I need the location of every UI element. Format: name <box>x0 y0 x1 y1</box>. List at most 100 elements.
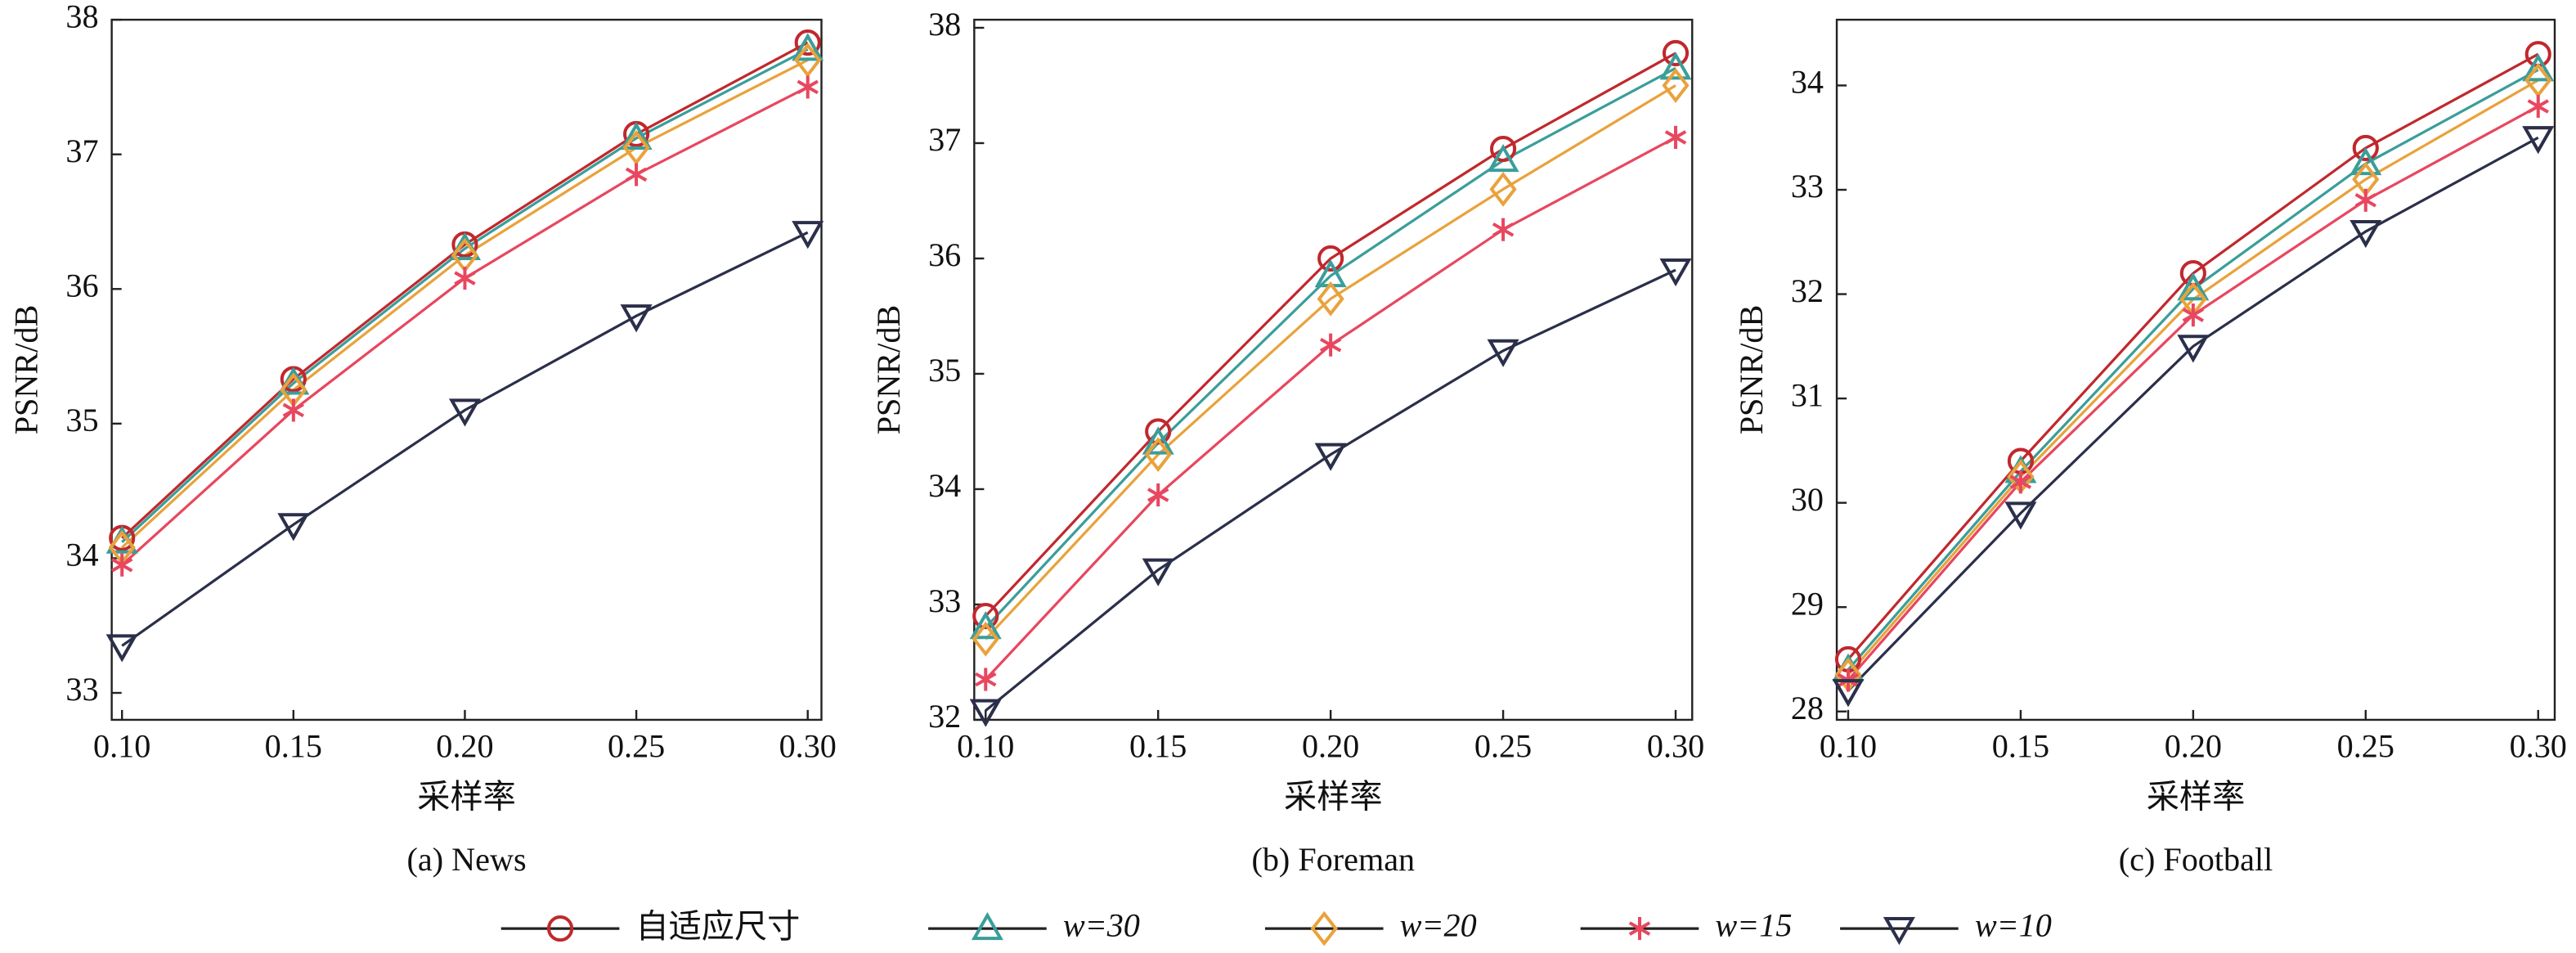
x-tick-label: 0.10 <box>93 727 150 764</box>
marker <box>620 121 653 151</box>
marker <box>1142 558 1174 587</box>
marker <box>2177 335 2210 363</box>
marker <box>1662 68 1690 103</box>
marker <box>1659 258 1692 287</box>
marker <box>975 668 997 691</box>
marker <box>1314 443 1347 471</box>
marker <box>1142 426 1174 455</box>
series-line <box>985 268 1676 712</box>
x-tick-label: 0.30 <box>2510 727 2567 764</box>
marker <box>1317 245 1344 272</box>
series-line <box>985 136 1676 681</box>
x-tick-label: 0.30 <box>779 727 837 764</box>
y-tick-label: 37 <box>928 121 961 158</box>
marker <box>1628 917 1651 941</box>
marker <box>971 911 1003 941</box>
y-tick-label: 33 <box>1791 168 1824 205</box>
series-line <box>985 84 1676 641</box>
x-tick-label: 0.20 <box>1302 727 1359 764</box>
x-tick-label: 0.15 <box>265 727 322 764</box>
x-tick-label: 0.25 <box>608 727 665 764</box>
plot-frame <box>973 18 1694 721</box>
marker <box>2354 188 2376 212</box>
marker <box>282 398 305 422</box>
x-tick-label: 0.25 <box>1474 727 1532 764</box>
marker <box>1489 172 1517 207</box>
x-tick-label: 0.20 <box>436 727 493 764</box>
series-line <box>1847 136 2539 692</box>
marker <box>454 267 476 290</box>
marker <box>1832 679 1865 708</box>
marker <box>2522 53 2555 82</box>
marker <box>792 221 824 249</box>
series-line <box>121 41 809 539</box>
marker <box>111 553 133 577</box>
y-tick-label: 32 <box>1791 272 1824 309</box>
marker <box>969 699 1002 727</box>
y-axis-label: PSNR/dB <box>1733 305 1770 435</box>
marker <box>1147 483 1169 507</box>
marker <box>797 75 819 99</box>
series-line <box>121 231 809 647</box>
y-tick-label: 38 <box>928 6 961 43</box>
marker <box>794 29 821 56</box>
plot-frame <box>1835 18 2556 721</box>
chart-title: (a) News <box>406 841 526 878</box>
y-tick-label: 29 <box>1791 585 1824 622</box>
series-line <box>985 52 1676 618</box>
chart-title: (c) Football <box>2119 841 2273 878</box>
x-tick-label: 0.25 <box>2337 727 2394 764</box>
marker <box>2527 94 2549 119</box>
marker <box>2349 219 2382 249</box>
series-line <box>121 59 809 549</box>
legend-label: 自适应尺寸 <box>635 908 800 946</box>
y-tick-label: 33 <box>928 582 961 619</box>
y-axis-label: PSNR/dB <box>7 305 44 435</box>
marker <box>794 43 822 78</box>
y-tick-label: 36 <box>928 236 961 273</box>
y-tick-label: 34 <box>928 467 961 504</box>
x-axis-label: 采样率 <box>2147 778 2246 816</box>
y-tick-label: 31 <box>1791 376 1824 413</box>
series-line <box>1847 68 2539 671</box>
y-tick-label: 34 <box>1791 64 1824 101</box>
marker <box>2349 147 2382 176</box>
y-tick-label: 35 <box>928 352 961 389</box>
series-line <box>985 66 1676 629</box>
marker <box>1487 339 1519 367</box>
marker <box>622 130 650 165</box>
y-tick-label: 36 <box>65 267 98 303</box>
marker <box>2004 501 2037 530</box>
marker <box>1664 125 1687 149</box>
marker <box>2522 126 2555 155</box>
marker <box>448 398 481 427</box>
legend-label: w=20 <box>1400 906 1477 943</box>
marker <box>1145 418 1172 445</box>
chart-title: (b) Foreman <box>1251 841 1415 878</box>
marker <box>792 33 824 61</box>
marker <box>1662 39 1690 67</box>
y-tick-label: 35 <box>65 402 98 438</box>
series-line <box>121 47 809 543</box>
marker <box>1319 333 1342 357</box>
y-axis-label: PSNR/dB <box>870 305 907 435</box>
y-tick-label: 30 <box>1791 481 1824 518</box>
marker <box>105 634 138 663</box>
x-tick-label: 0.10 <box>957 727 1014 764</box>
marker <box>1310 910 1338 946</box>
x-tick-label: 0.20 <box>2165 727 2222 764</box>
legend-label: w=15 <box>1715 906 1792 943</box>
marker <box>2352 134 2379 162</box>
y-tick-label: 32 <box>928 698 961 735</box>
marker <box>277 513 310 542</box>
series-line <box>121 85 809 566</box>
marker <box>972 621 999 657</box>
marker <box>546 915 574 942</box>
marker <box>1490 135 1517 163</box>
y-tick-label: 37 <box>65 133 98 169</box>
figure-content: 33 34 35 36 37 38 0.10 0.15 0.20 0.25 0.30 采样率 PSNR/… <box>7 0 2567 946</box>
marker <box>972 602 999 630</box>
marker <box>620 304 653 333</box>
